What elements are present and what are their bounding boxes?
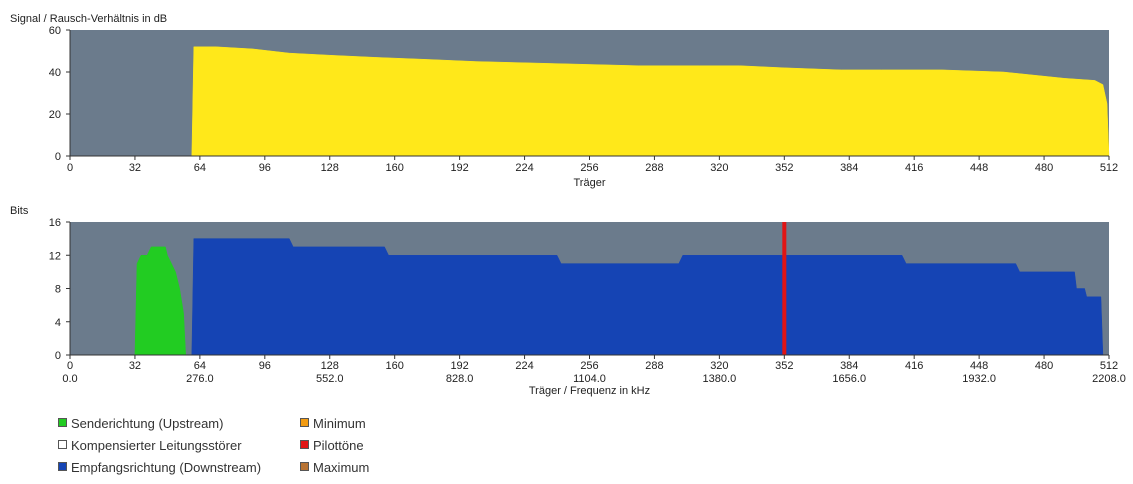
x-tick-label: 256 [580,162,598,174]
legend-swatch-minimum [300,418,309,427]
x-axis-title-1: Träger [574,177,606,189]
x-tick-label: 256 [580,360,598,372]
y-tick-label: 40 [49,67,61,79]
series-area-2-2 [191,238,1104,356]
legend-label-upstream: Senderichtung (Upstream) [71,416,224,431]
x-tick-khz-label: 552.0 [316,373,344,385]
x-tick-label: 384 [840,162,858,174]
x-tick-label: 480 [1035,360,1053,372]
x-tick-label: 192 [450,360,468,372]
x-tick-label: 0 [67,360,73,372]
x-tick-khz-label: 1656.0 [832,373,866,385]
legend-label-maximum: Maximum [313,460,370,475]
x-tick-label: 32 [129,360,141,372]
legend-swatch-pilot-tones [300,440,309,449]
y-axis-title-2: Bits [10,205,29,217]
x-tick-khz-label: 1932.0 [962,373,996,385]
x-tick-label: 320 [710,162,728,174]
x-axis-title-2: Träger / Frequenz in kHz [529,385,650,397]
x-tick-khz-label: 2208.0 [1092,373,1126,385]
pilot-tone-line [782,222,787,355]
y-tick-label: 4 [55,317,61,329]
legend-label-line-noise: Kompensierter Leitungsstörer [71,438,242,453]
legend-item-upstream: Senderichtung (Upstream) [58,416,223,431]
legend-swatch-upstream [58,418,67,427]
x-tick-khz-label: 0.0 [62,373,77,385]
y-tick-label: 12 [49,250,61,262]
y-axis-title-1: Signal / Rausch-Verhältnis in dB [10,13,167,25]
x-tick-label: 288 [645,162,663,174]
x-tick-khz-label: 828.0 [446,373,474,385]
x-tick-khz-label: 1104.0 [573,373,606,385]
x-tick-label: 0 [67,162,73,174]
x-tick-label: 512 [1100,360,1118,372]
x-tick-label: 32 [129,162,141,174]
x-tick-label: 224 [515,360,533,372]
x-tick-khz-label: 1380.0 [703,373,737,385]
series-area-1-1 [191,46,1110,157]
legend-item-maximum: Maximum [300,460,369,475]
series-area-2-1 [134,246,186,356]
legend-label-pilot-tones: Pilottöne [313,438,364,453]
legend-swatch-line-noise [58,440,67,449]
y-tick-label: 16 [49,217,61,229]
y-tick-label: 8 [55,284,61,296]
legend-swatch-maximum [300,462,309,471]
x-tick-label: 416 [905,162,923,174]
legend-item-line-noise: Kompensierter Leitungsstörer [58,438,242,453]
x-tick-label: 160 [386,360,404,372]
x-tick-khz-label: 276.0 [186,373,214,385]
legend-item-pilot-tones: Pilottöne [300,438,364,453]
y-tick-label: 60 [49,25,61,37]
x-tick-label: 512 [1100,162,1118,174]
x-tick-label: 480 [1035,162,1053,174]
x-tick-label: 448 [970,162,988,174]
x-tick-label: 160 [386,162,404,174]
x-tick-label: 192 [450,162,468,174]
x-tick-label: 96 [259,162,271,174]
chart-legend: Senderichtung (Upstream) Kompensierter L… [58,416,478,482]
x-tick-label: 64 [194,162,206,174]
x-tick-label: 384 [840,360,858,372]
x-tick-label: 352 [775,162,793,174]
y-tick-label: 0 [55,350,61,362]
y-tick-label: 0 [55,151,61,163]
legend-label-minimum: Minimum [313,416,366,431]
legend-swatch-downstream [58,462,67,471]
x-tick-label: 288 [645,360,663,372]
x-tick-label: 352 [775,360,793,372]
x-tick-label: 224 [515,162,533,174]
x-tick-label: 320 [710,360,728,372]
x-tick-label: 416 [905,360,923,372]
x-tick-label: 128 [321,360,339,372]
x-tick-label: 96 [259,360,271,372]
legend-item-minimum: Minimum [300,416,366,431]
x-tick-label: 128 [321,162,339,174]
x-tick-label: 448 [970,360,988,372]
legend-label-downstream: Empfangsrichtung (Downstream) [71,460,262,475]
x-tick-label: 64 [194,360,206,372]
y-tick-label: 20 [49,109,61,121]
legend-item-downstream: Empfangsrichtung (Downstream) [58,460,261,475]
